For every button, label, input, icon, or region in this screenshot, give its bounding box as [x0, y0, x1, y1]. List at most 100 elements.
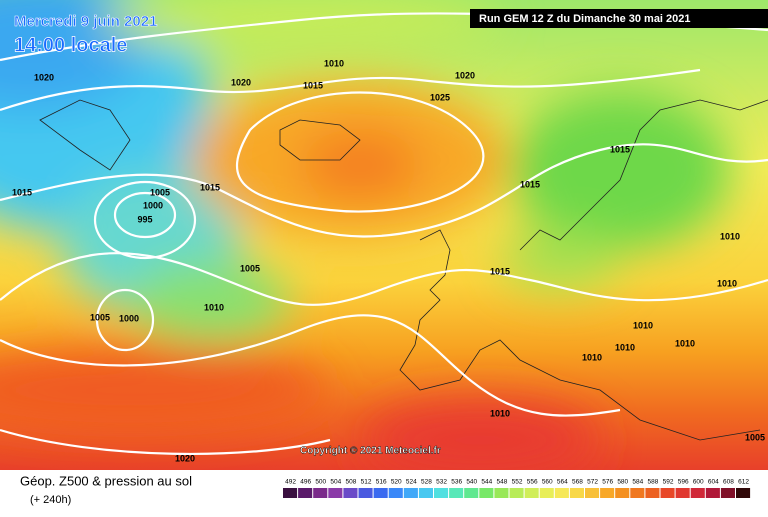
colorbar-swatch: [403, 488, 418, 498]
isobar-labels: 1020 1020 1015 1010 1020 1025 1015 1005 1000 995 1…: [12, 58, 765, 463]
isobar-label: 1010: [675, 338, 695, 348]
colorbar-swatch: [720, 488, 735, 498]
colorbar-label: 528: [421, 479, 432, 486]
colorbar-swatch: [373, 488, 388, 498]
colorbar-label: 612: [738, 479, 749, 486]
colorbar-swatch: [283, 488, 298, 498]
isobar-label: 1000: [143, 200, 163, 210]
isobar-label: 1020: [175, 453, 195, 463]
isobar-label: 1000: [119, 313, 139, 323]
isobar-label: 1005: [90, 312, 110, 322]
isobar-label: 1010: [717, 278, 737, 288]
isobar-label: 1015: [520, 179, 540, 189]
colorbar-swatch: [645, 488, 660, 498]
time-label: 14:00 locale: [14, 34, 127, 56]
colorbar-label: 544: [481, 479, 492, 486]
colorbar-swatch: [585, 488, 600, 498]
colorbar-label: 564: [557, 479, 568, 486]
colorbar-label: 508: [346, 479, 357, 486]
isobar-label: 1010: [324, 58, 344, 68]
colorbar-swatch: [418, 488, 433, 498]
isobar-label: 1020: [455, 70, 475, 80]
colorbar-swatch: [660, 488, 675, 498]
colorbar-label: 600: [693, 479, 704, 486]
colorbar-label: 500: [315, 479, 326, 486]
footer-title: Géop. Z500 & pression au sol: [20, 473, 192, 488]
colorbar-label: 588: [648, 479, 659, 486]
colorbar-label: 568: [572, 479, 583, 486]
isobar-label: 1015: [12, 187, 32, 197]
colorbar-swatch: [630, 488, 645, 498]
colorbar-label: 536: [451, 479, 462, 486]
isobar-label: 1010: [720, 231, 740, 241]
isobar-label: 1010: [204, 302, 224, 312]
isobar-label: 1015: [490, 266, 510, 276]
colorbar-label: 572: [587, 479, 598, 486]
colorbar-label: 524: [406, 479, 417, 486]
colorbar-swatch: [675, 488, 690, 498]
isobar-label: 1010: [582, 352, 602, 362]
isobar-label: 1020: [34, 72, 54, 82]
colorbar-label: 592: [663, 479, 674, 486]
colorbar-swatch: [690, 488, 705, 498]
date-label: Mercredi 9 juin 2021: [14, 13, 157, 30]
colorbar-swatch: [298, 488, 313, 498]
colorbar-swatch: [358, 488, 373, 498]
colorbar-label: 576: [602, 479, 613, 486]
colorbar-label: 532: [436, 479, 447, 486]
isobar-label: 1020: [231, 77, 251, 87]
colorbar-swatch: [328, 488, 343, 498]
colorbar-swatch: [524, 488, 539, 498]
colorbar-swatch: [494, 488, 509, 498]
colorbar-label: 596: [678, 479, 689, 486]
colorbar-swatch: [434, 488, 449, 498]
colorbar-label: 556: [527, 479, 538, 486]
colorbar-swatch: [343, 488, 358, 498]
isobar-label: 1010: [615, 342, 635, 352]
colorbar-label: 560: [542, 479, 553, 486]
isobar-label: 1015: [610, 144, 630, 154]
isobar-label: 1005: [240, 263, 260, 273]
isobar-label: 1005: [745, 432, 765, 442]
run-label: Run GEM 12 Z du Dimanche 30 mai 2021: [479, 13, 691, 25]
colorbar-swatch: [554, 488, 569, 498]
colorbar-swatch: [388, 488, 403, 498]
colorbar-label: 608: [723, 479, 734, 486]
isobar-label: 1015: [303, 80, 323, 90]
colorbar-swatch: [600, 488, 615, 498]
colorbar-swatch: [736, 488, 751, 498]
colorbar-label: 604: [708, 479, 719, 486]
colorbar-swatch: [464, 488, 479, 498]
colorbar-swatch: [615, 488, 630, 498]
colorbar-label: 552: [512, 479, 523, 486]
colorbar-label: 520: [391, 479, 402, 486]
colorbar-label: 496: [300, 479, 311, 486]
isobar-label: 995: [137, 214, 152, 224]
colorbar-label: 516: [376, 479, 387, 486]
colorbar-label: 540: [466, 479, 477, 486]
footer-lead: (+ 240h): [30, 494, 71, 506]
colorbar-swatch: [705, 488, 720, 498]
colorbar-swatch: [313, 488, 328, 498]
field-shading: [0, 0, 730, 480]
isobar-label: 1005: [150, 187, 170, 197]
colorbar-swatch: [539, 488, 554, 498]
isobar-label: 1010: [633, 320, 653, 330]
colorbar-swatch: [509, 488, 524, 498]
copyright: Copyright © 2021 Meteociel.fr: [300, 446, 441, 457]
colorbar-swatch: [569, 488, 584, 498]
colorbar: 492 496 500 504 508 512 516 520 524 528 532 536 540 5…: [283, 479, 751, 498]
isobar-label: 1015: [200, 182, 220, 192]
isobar-label: 1010: [490, 408, 510, 418]
run-box: [470, 9, 768, 28]
colorbar-swatch: [479, 488, 494, 498]
colorbar-label: 584: [632, 479, 643, 486]
colorbar-label: 548: [497, 479, 508, 486]
colorbar-label: 492: [285, 479, 296, 486]
colorbar-label: 512: [361, 479, 372, 486]
colorbar-swatch: [449, 488, 464, 498]
colorbar-label: 504: [330, 479, 341, 486]
coastlines: [39, 99, 768, 441]
